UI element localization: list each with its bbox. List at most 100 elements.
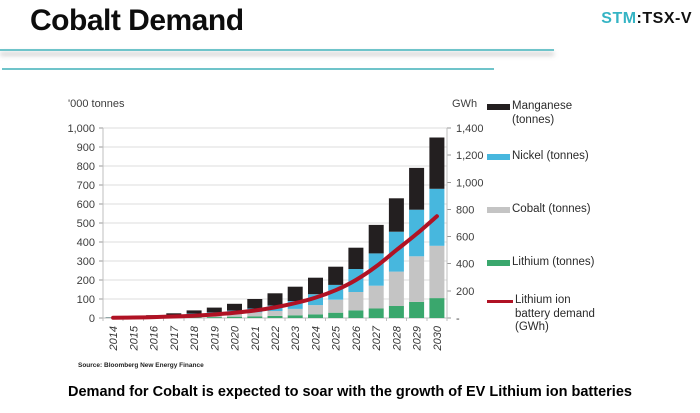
- svg-text:400: 400: [456, 259, 474, 271]
- svg-text:1,000: 1,000: [67, 123, 95, 135]
- bar-segment-2017: [166, 313, 182, 316]
- legend-item-lithium: Lithium (tonnes): [487, 256, 594, 270]
- legend-label: Lithium (tonnes): [512, 256, 595, 268]
- legend-item-cobalt: Cobalt (tonnes): [487, 203, 591, 217]
- svg-text:2022: 2022: [270, 326, 282, 351]
- bar-segment-2027: [368, 224, 384, 254]
- svg-text:2018: 2018: [189, 325, 201, 351]
- caption-text: Demand for Cobalt is expected to soar wi…: [68, 384, 632, 400]
- bar-segment-2023: [287, 308, 303, 316]
- svg-text:-: -: [456, 313, 460, 325]
- svg-text:600: 600: [77, 199, 95, 211]
- chart-legend: Manganese (tonnes) Nickel (tonnes) Cobalt …: [487, 0, 700, 360]
- bar-segment-2029: [409, 256, 425, 302]
- legend-label: Nickel (tonnes): [512, 150, 589, 162]
- svg-text:2023: 2023: [290, 325, 302, 351]
- right-axis-tick-labels: - 200 400 600 800 1,000 1,200 1,400: [456, 123, 484, 325]
- battery-demand-curve: [111, 214, 439, 320]
- stacked-bars: [105, 137, 445, 318]
- bar-segment-2024: [308, 305, 323, 315]
- bar-segment-2020: [227, 316, 242, 318]
- bar-segment-2030: [429, 137, 445, 189]
- svg-text:2028: 2028: [391, 325, 403, 351]
- bar-segment-2021: [247, 312, 263, 317]
- axes: [99, 127, 451, 321]
- source-note: Source: Bloomberg New Energy Finance: [78, 362, 204, 369]
- bar-segment-2022: [267, 293, 283, 306]
- svg-text:2020: 2020: [230, 325, 242, 351]
- svg-text:900: 900: [77, 142, 95, 154]
- svg-text:2027: 2027: [371, 325, 383, 351]
- bar-segment-2028: [388, 306, 404, 318]
- svg-text:2030: 2030: [432, 325, 444, 351]
- right-axis-unit-label: GWh: [452, 98, 477, 110]
- bar-segment-2029: [409, 301, 425, 318]
- legend-swatch-icon: [487, 207, 510, 213]
- bar-segment-2025: [328, 312, 344, 318]
- legend-swatch-icon: [487, 104, 510, 110]
- page-title: Cobalt Demand: [30, 4, 244, 37]
- ticker-exchange: :TSX-V: [636, 10, 692, 27]
- bar-segment-2028: [388, 271, 404, 306]
- svg-text:200: 200: [77, 275, 95, 287]
- legend-item-manganese: Manganese (tonnes): [487, 100, 572, 127]
- svg-text:2015: 2015: [128, 325, 140, 351]
- svg-text:600: 600: [456, 232, 474, 244]
- svg-text:200: 200: [456, 286, 474, 298]
- bar-segment-2026: [348, 310, 364, 318]
- left-axis-unit-label: '000 tonnes: [68, 98, 125, 110]
- svg-text:2014: 2014: [108, 326, 120, 351]
- svg-text:800: 800: [456, 204, 474, 216]
- legend-item-lithium: Lithium ion battery demand (GWh): [487, 294, 595, 335]
- legend-label: Cobalt (tonnes): [512, 203, 591, 215]
- svg-text:1,400: 1,400: [456, 123, 484, 135]
- svg-text:2024: 2024: [311, 326, 323, 351]
- demand-chart: '000 tonnes GWh 0 100 200 300 400 500 600 700 80…: [67, 98, 484, 351]
- bar-segment-2020: [227, 313, 242, 317]
- bar-segment-2021: [247, 316, 263, 318]
- bar-segment-2026: [348, 292, 364, 311]
- svg-text:2026: 2026: [351, 325, 363, 351]
- bar-segment-2030: [429, 298, 445, 318]
- legend-swatch-icon: [487, 154, 510, 160]
- svg-text:1,000: 1,000: [456, 177, 484, 189]
- bar-segment-2028: [388, 198, 404, 232]
- bar-segment-2025: [328, 266, 344, 285]
- bar-segment-2024: [308, 277, 323, 295]
- bar-segment-2022: [267, 311, 283, 316]
- bar-segment-2018: [186, 310, 202, 314]
- svg-text:400: 400: [77, 237, 95, 249]
- svg-text:2019: 2019: [209, 326, 221, 351]
- demand-line: [111, 214, 439, 320]
- svg-text:500: 500: [77, 218, 95, 230]
- svg-text:100: 100: [77, 294, 95, 306]
- svg-text:300: 300: [77, 256, 95, 268]
- left-axis-tick-labels: 0 100 200 300 400 500 600 700 800 900 1,000: [67, 123, 95, 325]
- bar-segment-2029: [409, 167, 425, 210]
- bar-segment-2027: [368, 285, 384, 309]
- svg-text:0: 0: [89, 313, 95, 325]
- legend-label: Lithium ion battery demand (GWh): [515, 294, 595, 333]
- bar-segment-2024: [308, 314, 323, 318]
- bar-segment-2027: [368, 308, 384, 318]
- legend-swatch-icon: [487, 300, 513, 303]
- legend-swatch-icon: [487, 260, 510, 266]
- bar-segment-2019: [206, 317, 222, 318]
- svg-text:2025: 2025: [331, 325, 343, 351]
- legend-label: Manganese (tonnes): [512, 100, 573, 126]
- bar-segment-2030: [429, 245, 445, 299]
- year-labels: 2014 2015 2016 2017 2018 2019 2020 2021 2022 2023…: [108, 325, 444, 351]
- ticker-symbol: STM: [601, 10, 637, 27]
- svg-text:2017: 2017: [169, 325, 181, 351]
- legend-item-nickel: Nickel (tonnes): [487, 150, 589, 164]
- svg-text:1,200: 1,200: [456, 150, 484, 162]
- svg-text:2029: 2029: [412, 326, 424, 351]
- bar-segment-2025: [328, 299, 344, 313]
- bar-segment-2022: [267, 315, 283, 318]
- svg-text:2021: 2021: [250, 326, 262, 351]
- bar-segment-2023: [287, 315, 303, 318]
- stock-ticker: STM:TSX-V: [601, 10, 692, 28]
- bar-segment-2026: [348, 247, 364, 269]
- divider-line-top: [0, 49, 554, 51]
- bar-segment-2019: [206, 307, 222, 313]
